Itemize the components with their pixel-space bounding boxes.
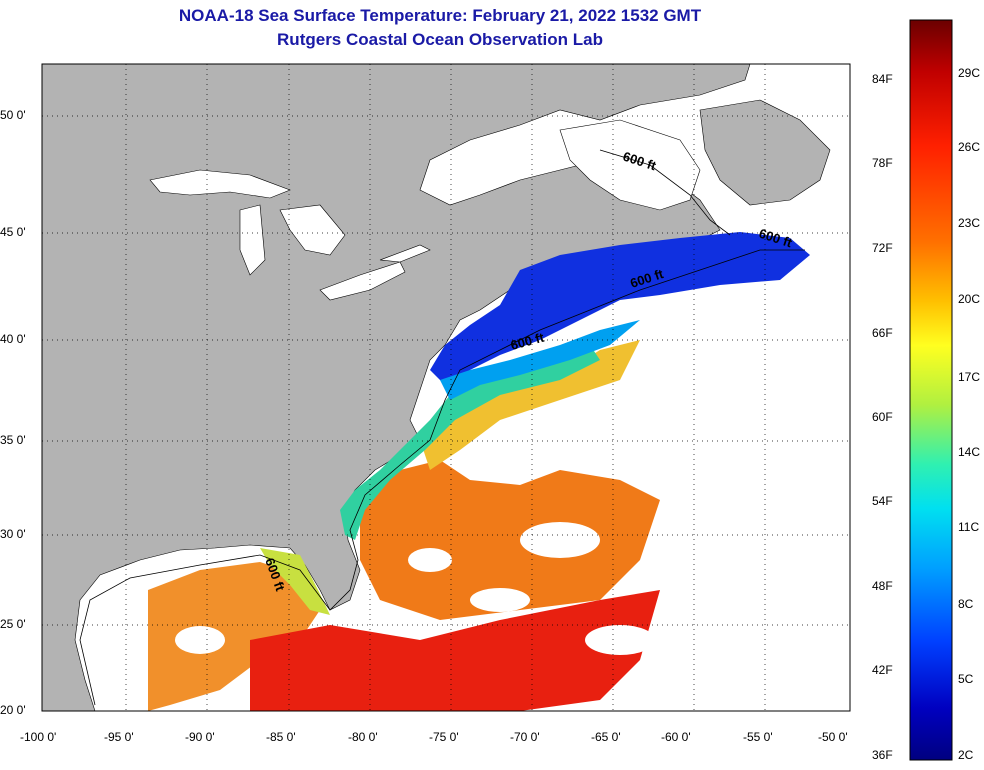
colorbar-c-label: 2C [958,748,974,762]
lon-tick-label: -85 0' [266,730,296,744]
colorbar-c-label: 5C [958,672,974,686]
lon-tick-label: -55 0' [743,730,773,744]
lat-tick-label: 25 0' [0,617,26,631]
colorbar-f-label: 60F [872,410,893,424]
colorbar-gradient [909,19,953,761]
colorbar-c-label: 20C [958,292,981,306]
lat-tick-label: 50 0' [0,108,26,122]
colorbar-c-label: 29C [958,66,981,80]
colorbar-f-label: 42F [872,663,893,677]
gulf-stream-band [420,340,640,470]
map-subtitle: Rutgers Coastal Ocean Observation Lab [277,30,603,49]
colorbar-c-label: 11C [958,520,980,534]
colorbar-c-label: 26C [958,140,981,154]
north-america-land [42,64,751,711]
caribbean-sst-hot [250,590,660,711]
colorbar-f-label: 78F [872,156,893,170]
lon-tick-label: -80 0' [348,730,378,744]
northern-sst-cold [430,232,810,390]
cloud-patch [520,522,600,558]
lat-tick-label: 35 0' [0,433,26,447]
lat-tick-label: 20 0' [0,703,26,717]
lat-tick-label: 40 0' [0,332,26,346]
cloud-patch [408,548,452,572]
cloud-patch [585,625,655,655]
colorbar-f-label: 66F [872,326,893,340]
lon-tick-label: -60 0' [661,730,691,744]
map-frame [41,63,851,712]
northern-sst-mid [440,320,640,400]
colorbar-f-label: 72F [872,241,893,255]
colorbar-c-label: 8C [958,597,974,611]
colorbar-f-label: 54F [872,494,893,508]
colorbar-c-label: 14C [958,445,981,459]
cloud-patch [175,626,225,654]
isobath-600ft-north [599,149,731,236]
lon-tick-label: -90 0' [185,730,215,744]
colorbar-f-label: 36F [872,748,893,762]
gulf-of-st-lawrence [559,119,701,211]
lon-tick-label: -70 0' [510,730,540,744]
newfoundland [699,99,831,206]
lon-tick-label: -50 0' [818,730,848,744]
atlantic-sst-warm [360,460,660,620]
shelf-sst-cool [340,345,600,540]
isobath-600ft-line [79,249,805,706]
cloud-patch [470,588,530,612]
colorbar-c-label: 23C [958,216,981,230]
lat-tick-label: 45 0' [0,225,26,239]
great-lakes [149,169,431,301]
lon-tick-label: -100 0' [20,730,57,744]
lon-tick-label: -95 0' [104,730,134,744]
colorbar-f-label: 84F [872,72,893,86]
lon-tick-label: -75 0' [429,730,459,744]
lat-tick-label: 30 0' [0,527,26,541]
colorbar-c-label: 17C [958,370,981,384]
lon-tick-label: -65 0' [591,730,621,744]
gulf-sst-warm [148,562,320,711]
map-title: NOAA-18 Sea Surface Temperature: Februar… [178,6,702,25]
gulf-sst-cool [260,548,330,615]
colorbar-f-label: 48F [872,579,893,593]
